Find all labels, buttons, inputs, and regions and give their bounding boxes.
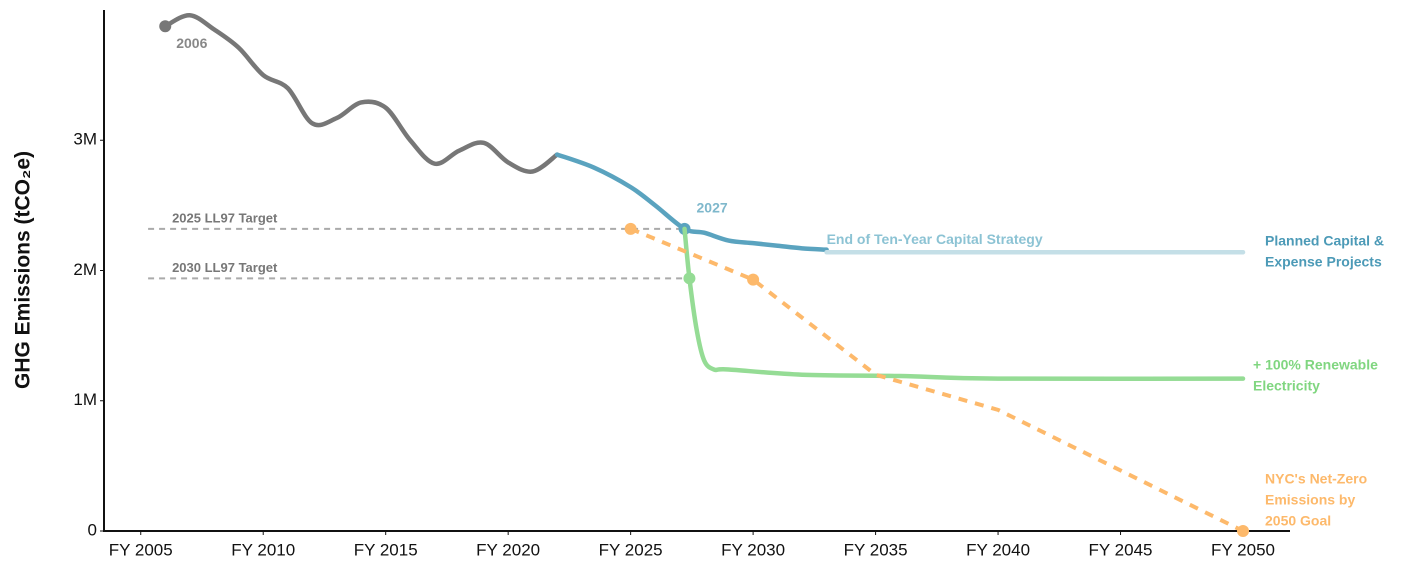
marker <box>747 273 760 286</box>
series-label: Emissions by <box>1265 492 1355 508</box>
target-label: 2030 LL97 Target <box>172 260 278 275</box>
series-label: + 100% Renewable <box>1253 357 1378 373</box>
x-tick-label: FY 2025 <box>599 540 663 559</box>
series-line <box>554 152 829 252</box>
marker <box>624 222 637 235</box>
x-tick-label: FY 2035 <box>844 540 908 559</box>
x-tick-label: FY 2015 <box>354 540 418 559</box>
x-tick-label: FY 2050 <box>1211 540 1275 559</box>
y-tick-label: 1M <box>73 390 97 409</box>
series-label: Planned Capital & <box>1265 233 1384 249</box>
y-tick-label: 3M <box>73 130 97 149</box>
series-label: 2050 Goal <box>1265 513 1331 529</box>
y-axis-label: GHG Emissions (tCO₂e) <box>12 151 35 389</box>
x-tick-label: FY 2005 <box>109 540 173 559</box>
marker <box>159 20 172 33</box>
series-line <box>162 12 560 174</box>
y-tick-label: 0 <box>88 520 97 539</box>
series-line <box>629 226 1244 533</box>
target-label: 2025 LL97 Target <box>172 210 278 225</box>
series-label: Electricity <box>1253 378 1320 394</box>
marker <box>683 272 696 285</box>
x-tick-label: FY 2045 <box>1089 540 1153 559</box>
x-tick-label: FY 2020 <box>476 540 540 559</box>
point-label: 2027 <box>697 200 728 216</box>
point-label: 2006 <box>176 35 207 51</box>
y-tick-label: 2M <box>73 260 97 279</box>
series-label: NYC's Net-Zero <box>1265 471 1367 487</box>
point-label: End of Ten-Year Capital Strategy <box>827 231 1043 247</box>
series-label: Expense Projects <box>1265 254 1382 270</box>
series-line <box>682 226 1246 382</box>
x-tick-label: FY 2010 <box>231 540 295 559</box>
x-tick-label: FY 2040 <box>966 540 1030 559</box>
marker <box>1237 525 1250 537</box>
x-tick-label: FY 2030 <box>721 540 785 559</box>
